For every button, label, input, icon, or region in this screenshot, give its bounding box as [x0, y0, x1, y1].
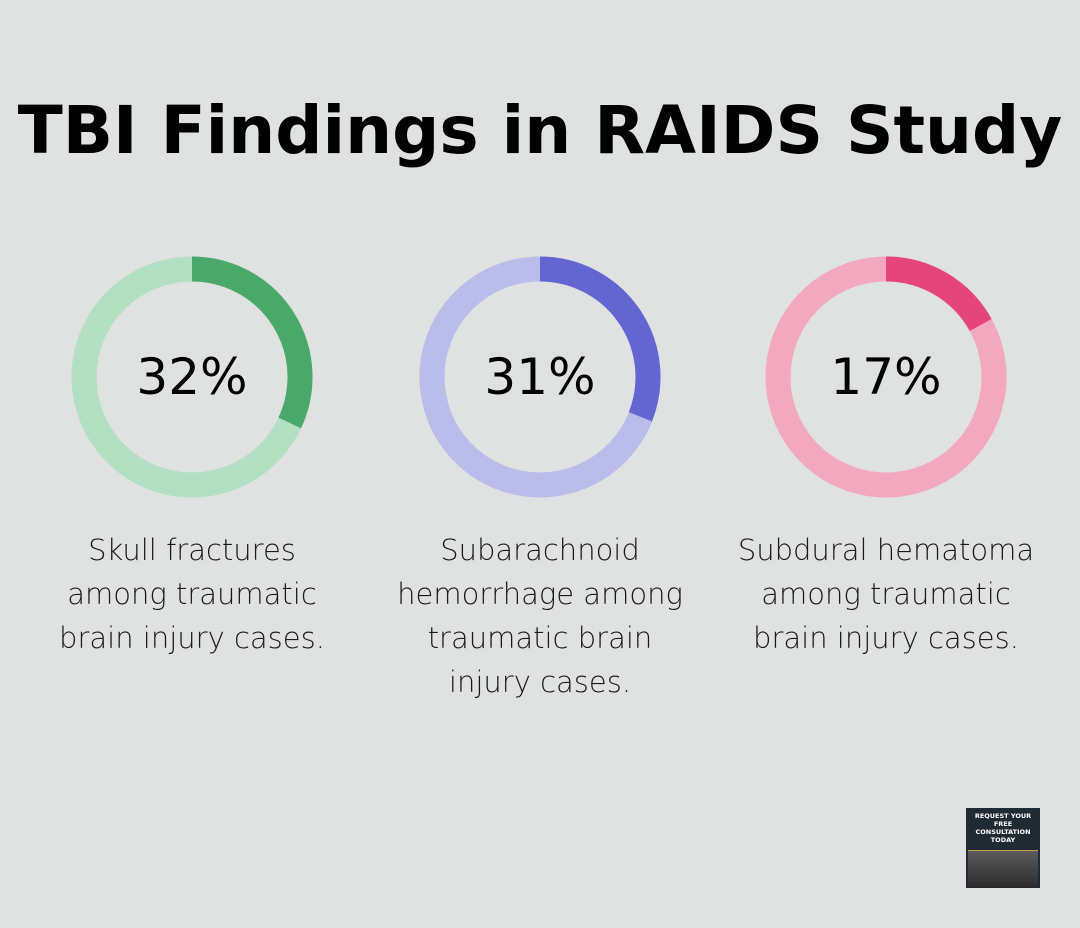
consultation-badge[interactable]: REQUEST YOUR FREE CONSULTATION TODAY: [966, 808, 1040, 888]
caption: Subdural hematoma among traumatic brain …: [737, 533, 1035, 655]
donut-value-label: 32%: [136, 348, 247, 406]
donut-arc: [539, 256, 661, 422]
caption: Subarachnoid hemorrhage among traumatic …: [397, 533, 683, 699]
title: TBI Findings in RAIDS Study: [17, 92, 1063, 169]
donut-value-label: 17%: [830, 348, 941, 406]
donut-arc: [191, 256, 313, 429]
caption: Skull fractures among traumatic brain in…: [59, 533, 325, 655]
donut-value-label: 31%: [484, 348, 595, 406]
badge-text: REQUEST YOUR FREE CONSULTATION TODAY: [974, 812, 1032, 844]
donut-arc: [885, 256, 992, 332]
badge-photo: [968, 850, 1038, 887]
